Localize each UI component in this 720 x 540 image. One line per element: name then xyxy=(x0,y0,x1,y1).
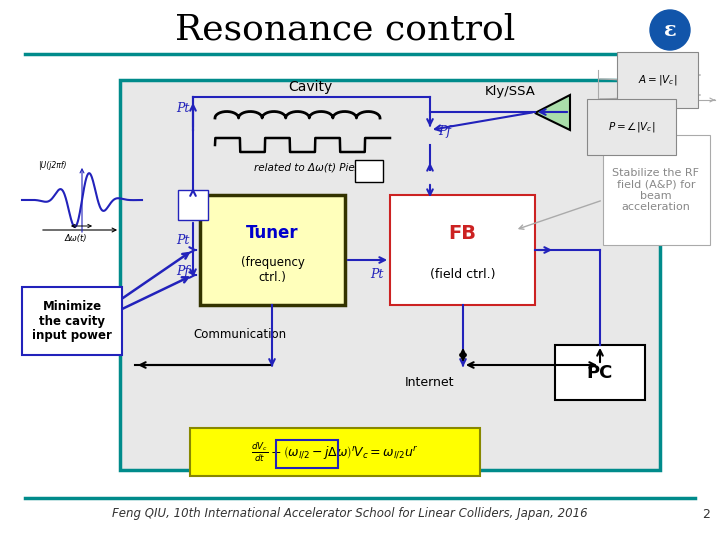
Text: Pt: Pt xyxy=(176,233,189,246)
Text: $\frac{dV_c}{dt} + \left(\omega_{l/2} - j\Delta\omega\right)^r\!V_c = \omega_{l/: $\frac{dV_c}{dt} + \left(\omega_{l/2} - … xyxy=(251,440,419,464)
Text: Stabilize the RF
field (A&P) for
beam
acceleration: Stabilize the RF field (A&P) for beam ac… xyxy=(613,167,700,212)
Text: Feng QIU, 10th International Accelerator School for Linear Colliders, Japan, 201: Feng QIU, 10th International Accelerator… xyxy=(112,508,588,521)
Text: (field ctrl.): (field ctrl.) xyxy=(430,268,495,281)
Bar xyxy=(603,135,710,245)
Text: Kly/SSA: Kly/SSA xyxy=(485,85,536,98)
Text: FB: FB xyxy=(449,224,477,243)
Text: Δω(t): Δω(t) xyxy=(65,234,87,243)
Text: related to Δω(t) Piezo: related to Δω(t) Piezo xyxy=(253,163,366,173)
Text: Pf: Pf xyxy=(438,125,451,138)
Bar xyxy=(178,190,208,220)
Text: PC: PC xyxy=(587,363,613,381)
Bar xyxy=(200,195,345,305)
Text: $A = |V_c|$: $A = |V_c|$ xyxy=(638,73,678,87)
Text: Resonance control: Resonance control xyxy=(175,13,516,47)
Bar xyxy=(390,195,535,305)
Text: Communication: Communication xyxy=(194,328,287,341)
Text: Pt: Pt xyxy=(176,102,189,114)
Text: Pf: Pf xyxy=(176,266,189,279)
Text: Pt: Pt xyxy=(370,268,384,281)
Text: $P = \angle|V_c|$: $P = \angle|V_c|$ xyxy=(608,120,655,134)
Text: 2: 2 xyxy=(702,508,710,521)
Bar xyxy=(190,428,480,476)
Bar xyxy=(355,160,383,182)
Text: Internet: Internet xyxy=(405,375,455,388)
Circle shape xyxy=(650,10,690,50)
Text: (frequency
ctrl.): (frequency ctrl.) xyxy=(240,256,305,284)
Text: Tuner: Tuner xyxy=(246,225,299,242)
Bar xyxy=(22,287,122,355)
Text: |U(j2πf): |U(j2πf) xyxy=(38,160,66,170)
Text: Cavity: Cavity xyxy=(288,80,332,94)
Bar xyxy=(555,345,645,400)
Polygon shape xyxy=(535,95,570,130)
Text: ε: ε xyxy=(664,20,676,40)
Text: Minimize
the cavity
input power: Minimize the cavity input power xyxy=(32,300,112,342)
Bar xyxy=(276,440,338,468)
Bar xyxy=(120,80,660,470)
